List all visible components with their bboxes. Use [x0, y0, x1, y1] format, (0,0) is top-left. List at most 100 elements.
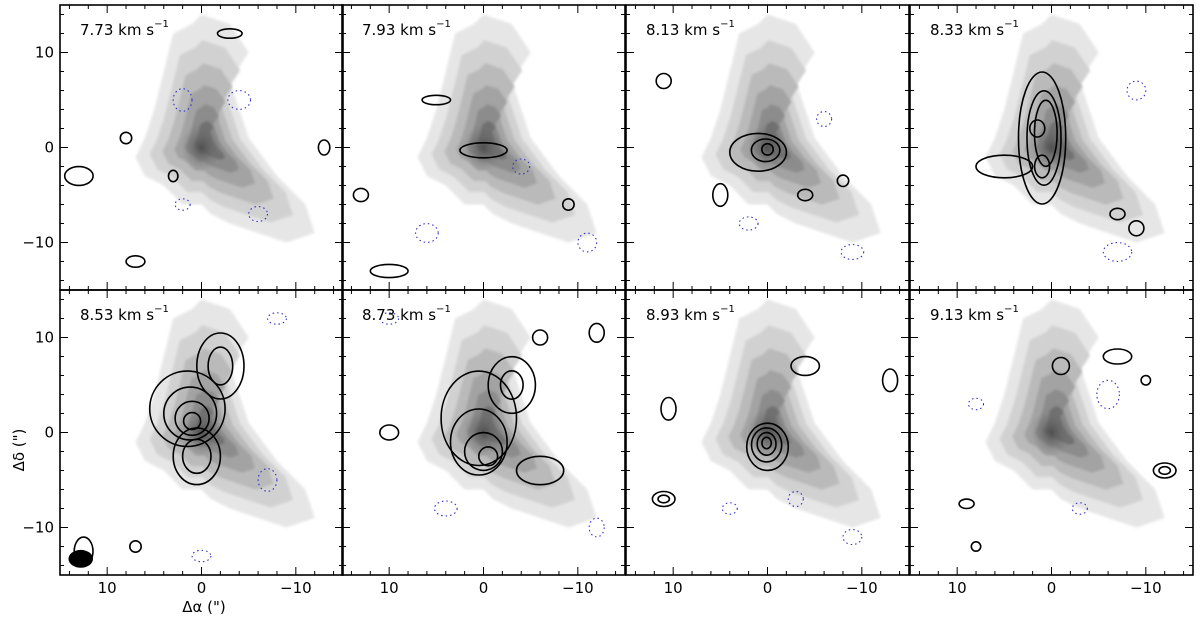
y-tick-label: 0: [44, 139, 54, 157]
negative-contour: [267, 312, 287, 325]
emission-peak: [746, 122, 789, 173]
negative-contour: [1071, 502, 1088, 515]
velocity-label: 9.13 km s−1: [930, 304, 1019, 324]
positive-contour: [369, 263, 409, 279]
negative-contour: [1102, 242, 1133, 262]
positive-contour: [750, 427, 783, 463]
negative-contour: [227, 90, 252, 110]
y-tick-label: −10: [22, 519, 54, 537]
x-tick-label: 10: [664, 579, 683, 597]
positive-contour: [657, 494, 671, 504]
positive-contour: [975, 154, 1034, 179]
positive-contour: [487, 355, 537, 415]
negative-contour: [512, 158, 531, 175]
velocity-value: 8.33: [930, 21, 968, 39]
negative-contour: [787, 490, 804, 508]
velocity-unit: km s: [118, 306, 154, 324]
positive-contour: [379, 424, 400, 441]
velocity-value: 8.53: [80, 306, 118, 324]
positive-contour: [1140, 374, 1152, 386]
positive-contour: [651, 490, 676, 508]
positive-contour: [1102, 348, 1133, 365]
channel-panel: 8.13 km s−1: [625, 4, 910, 291]
positive-contour: [478, 446, 499, 467]
x-tick-label: 10: [380, 579, 399, 597]
velocity-unit: km s: [118, 21, 154, 39]
x-tick-label: −10: [280, 579, 312, 597]
positive-contour: [750, 138, 781, 163]
velocity-value: 8.93: [646, 306, 684, 324]
positive-contour: [119, 131, 133, 145]
velocity-value: 7.93: [362, 21, 400, 39]
negative-contour: [967, 397, 985, 411]
x-tick-label: −10: [562, 579, 594, 597]
y-tick-label: 10: [35, 44, 54, 62]
positive-contour: [1026, 90, 1062, 187]
velocity-label: 8.93 km s−1: [646, 304, 735, 324]
velocity-unit: km s: [968, 21, 1004, 39]
negative-contour: [433, 500, 458, 517]
positive-contour: [958, 498, 975, 510]
x-tick-label: 0: [197, 579, 207, 597]
positive-contour: [172, 427, 222, 486]
positive-contour: [836, 174, 850, 188]
x-tick-label: 10: [98, 579, 117, 597]
positive-contour: [1029, 119, 1046, 138]
positive-contour: [1109, 207, 1126, 221]
positive-contour: [531, 329, 549, 346]
positive-contour: [790, 355, 821, 377]
positive-contour: [440, 370, 518, 467]
velocity-unit: km s: [400, 21, 436, 39]
positive-contour: [761, 436, 773, 450]
channel-panel: 7.93 km s−1: [341, 4, 626, 291]
x-tick-label: 0: [763, 579, 773, 597]
positive-contour: [63, 165, 94, 187]
velocity-unit-exponent: −1: [154, 19, 169, 30]
positive-contour: [317, 139, 331, 156]
channel-panel: 7.73 km s−1 −10 0 10: [22, 4, 344, 291]
positive-contour: [163, 386, 218, 441]
positive-contour: [1051, 356, 1071, 376]
emission-peak: [180, 122, 223, 173]
positive-contour: [421, 94, 452, 106]
positive-contour: [195, 332, 245, 400]
positive-contour: [796, 188, 814, 202]
velocity-unit-exponent: −1: [1004, 19, 1019, 30]
negative-contour: [191, 549, 212, 563]
positive-contour: [1017, 71, 1067, 205]
x-tick-label: 0: [1047, 579, 1057, 597]
y-tick-label: −10: [22, 234, 54, 252]
emission-peak: [462, 122, 505, 173]
positive-contour: [660, 396, 677, 421]
positive-contour: [181, 438, 212, 475]
negative-contour: [172, 88, 193, 112]
positive-contour: [1128, 220, 1145, 237]
velocity-label: 8.33 km s−1: [930, 19, 1019, 39]
channel-panel: 9.13 km s−1 10 0 −10: [909, 289, 1194, 597]
positive-contour: [515, 455, 565, 486]
x-tick-label: 10: [948, 579, 967, 597]
velocity-unit-exponent: −1: [436, 19, 451, 30]
negative-contour: [248, 205, 269, 223]
velocity-unit: km s: [684, 21, 720, 39]
positive-contour: [1033, 154, 1051, 179]
velocity-label: 8.53 km s−1: [80, 304, 169, 324]
velocity-value: 9.13: [930, 306, 968, 324]
negative-contour: [588, 517, 605, 538]
emission-peak: [1030, 407, 1073, 458]
negative-contour: [379, 312, 400, 325]
x-tick-label: −10: [1130, 579, 1162, 597]
positive-contour: [1033, 99, 1058, 168]
y-tick-label: 10: [35, 329, 54, 347]
positive-contour: [655, 72, 673, 90]
channel-panel: 8.93 km s−1 10 0 −10: [625, 289, 910, 597]
beam-ellipse: [68, 549, 94, 568]
negative-contour: [1126, 80, 1147, 101]
positive-contour: [1152, 462, 1177, 479]
positive-contour: [499, 369, 524, 400]
positive-contour: [463, 431, 504, 472]
negative-contour: [721, 502, 738, 515]
positive-contour: [125, 255, 146, 269]
x-tick-label: 0: [479, 579, 489, 597]
positive-contour: [182, 411, 202, 431]
